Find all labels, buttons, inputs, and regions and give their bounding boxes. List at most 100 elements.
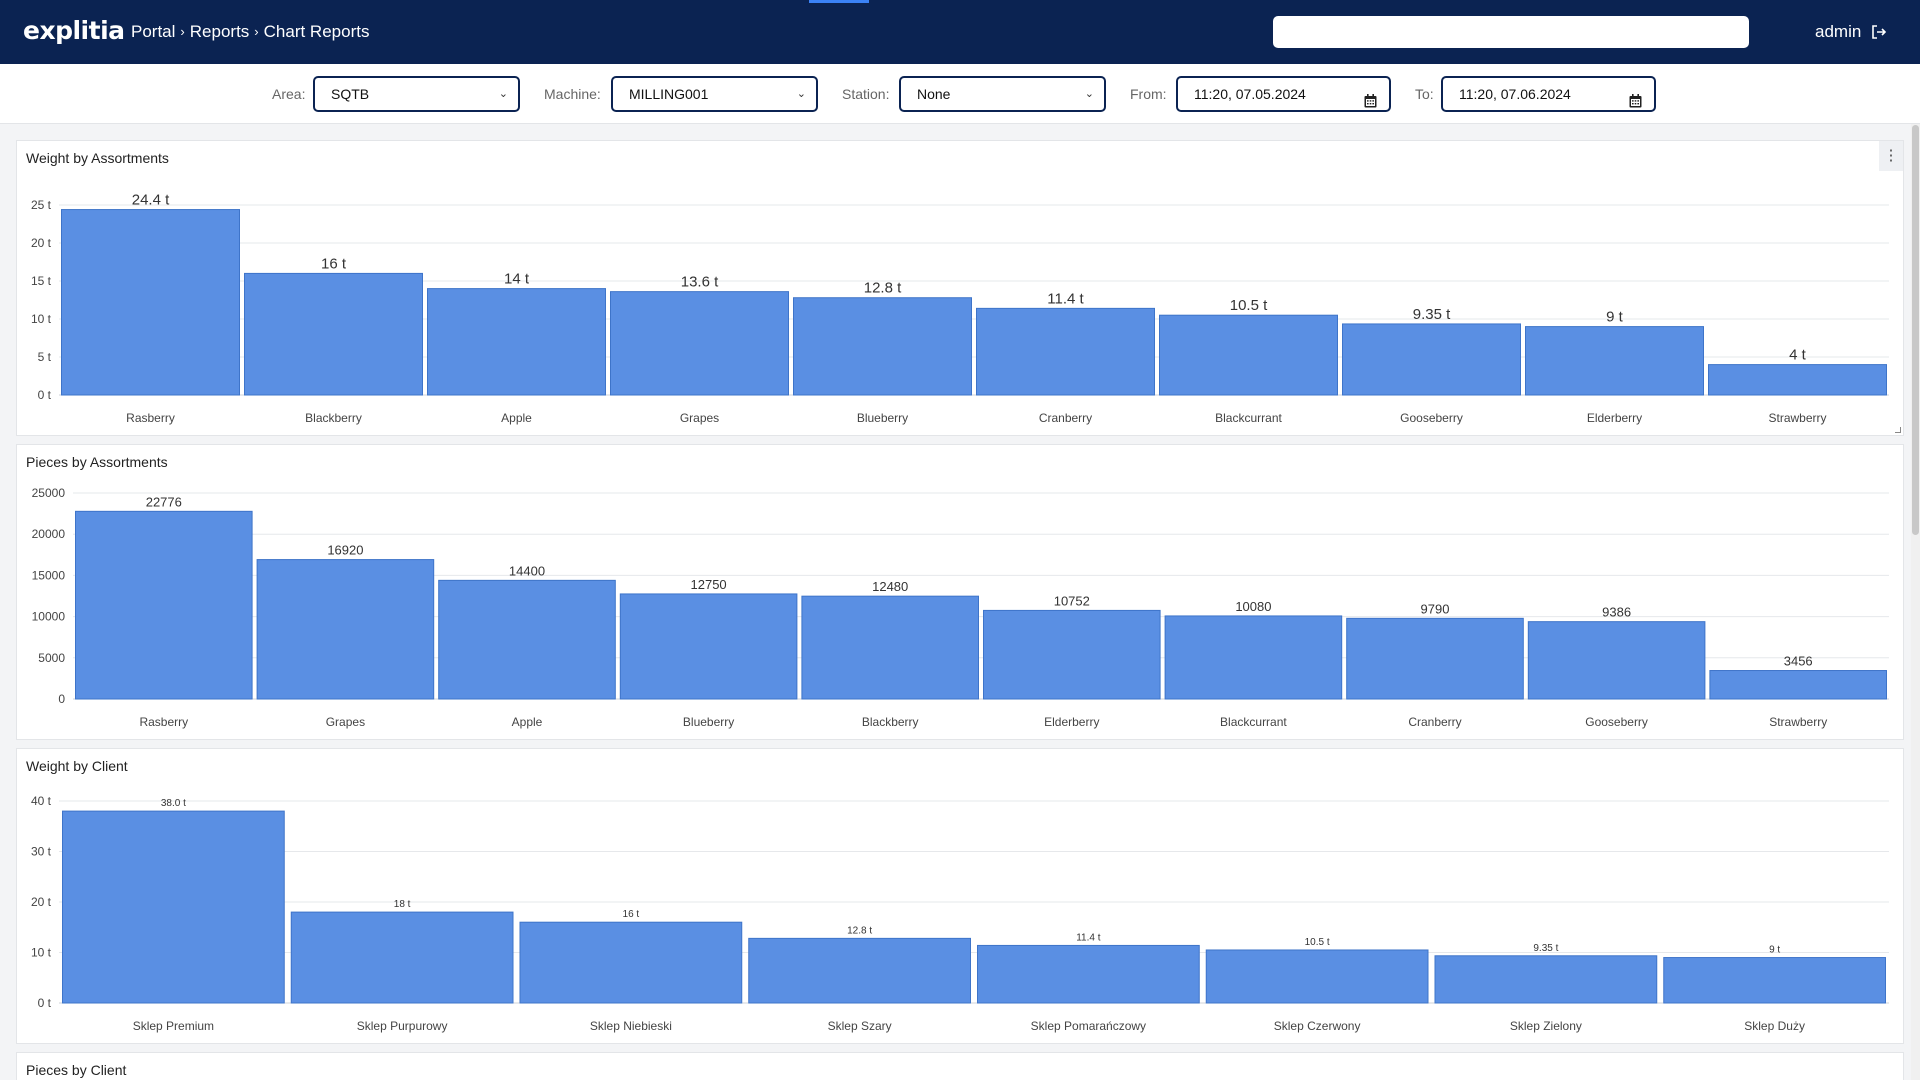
chart-title: Weight by Client: [26, 758, 128, 774]
data-label: 12480: [872, 579, 908, 594]
station-select-value: None: [917, 86, 951, 102]
data-label: 16920: [327, 543, 363, 558]
bar[interactable]: [1525, 326, 1704, 396]
to-datetime-input[interactable]: 11:20, 07.06.2024: [1441, 76, 1656, 112]
from-datetime-input[interactable]: 11:20, 07.05.2024: [1176, 76, 1391, 112]
bar[interactable]: [244, 272, 423, 396]
bar[interactable]: [1205, 949, 1429, 1004]
y-tick-label: 10000: [32, 610, 66, 624]
chart-title: Weight by Assortments: [26, 150, 169, 166]
bar[interactable]: [1708, 364, 1887, 396]
y-tick-label: 5000: [38, 651, 65, 665]
bar[interactable]: [427, 288, 606, 396]
data-label: 16 t: [623, 909, 640, 920]
data-label: 14 t: [504, 271, 530, 288]
bar[interactable]: [61, 209, 240, 396]
active-tab-indicator: [809, 0, 869, 3]
y-tick-label: 40 t: [31, 794, 52, 808]
chart-card-weight-by-assortments: Weight by Assortments 0 t 5 t 10 t 15 t 20 t…: [16, 140, 1904, 436]
filter-bar: Area: SQTB ⌄ Machine: MILLING001 ⌄ Stati…: [0, 64, 1920, 124]
bar[interactable]: [62, 810, 285, 1004]
bar[interactable]: [1663, 957, 1886, 1004]
data-label: 12.8 t: [864, 280, 902, 297]
x-tick-label: Sklep Premium: [133, 1019, 214, 1033]
x-tick-label: Elderberry: [1044, 715, 1099, 729]
bar[interactable]: [438, 579, 616, 700]
y-tick-label: 30 t: [31, 845, 52, 859]
station-select[interactable]: None ⌄: [899, 76, 1106, 112]
x-tick-label: Blackberry: [862, 715, 919, 729]
data-label: 12.8 t: [847, 925, 872, 936]
calendar-icon[interactable]: [1629, 87, 1642, 119]
to-datetime-value: 11:20, 07.06.2024: [1459, 86, 1571, 102]
x-tick-label: Blackcurrant: [1220, 715, 1287, 729]
y-tick-label: 10 t: [31, 312, 52, 326]
page-scrollbar[interactable]: [1911, 124, 1920, 1080]
bar[interactable]: [1159, 314, 1338, 396]
chevron-down-icon: ⌄: [1084, 88, 1094, 100]
bar[interactable]: [793, 297, 972, 396]
data-label: 12750: [691, 577, 727, 592]
breadcrumb-portal[interactable]: Portal: [131, 22, 176, 41]
data-label: 3456: [1784, 654, 1813, 669]
bar[interactable]: [1709, 670, 1888, 700]
breadcrumb-chart-reports[interactable]: Chart Reports: [263, 22, 370, 41]
y-tick-label: 25 t: [31, 198, 52, 212]
chevron-down-icon: ⌄: [796, 88, 806, 100]
x-tick-label: Cranberry: [1039, 411, 1092, 425]
bar[interactable]: [748, 937, 971, 1004]
machine-select-value: MILLING001: [629, 86, 709, 102]
logout-icon[interactable]: [1871, 24, 1887, 40]
y-tick-label: 25000: [32, 486, 66, 500]
x-tick-label: Strawberry: [1769, 715, 1827, 729]
username-label[interactable]: admin: [1815, 22, 1862, 41]
bar[interactable]: [519, 921, 743, 1004]
data-label: 9 t: [1606, 309, 1624, 326]
scrollbar-thumb[interactable]: [1912, 125, 1919, 535]
data-label: 10.5 t: [1230, 297, 1268, 314]
x-tick-label: Gooseberry: [1400, 411, 1463, 425]
calendar-icon[interactable]: [1364, 87, 1377, 119]
bar[interactable]: [256, 559, 435, 700]
data-label: 10.5 t: [1305, 937, 1330, 948]
area-select[interactable]: SQTB ⌄: [313, 76, 520, 112]
x-tick-label: Rasberry: [139, 715, 188, 729]
data-label: 13.6 t: [681, 274, 719, 291]
data-label: 10080: [1235, 599, 1271, 614]
x-tick-label: Apple: [501, 411, 532, 425]
data-label: 11.4 t: [1047, 290, 1084, 307]
user-menu[interactable]: admin: [1815, 22, 1887, 42]
to-label: To:: [1415, 86, 1434, 102]
bar[interactable]: [1527, 621, 1706, 700]
bar[interactable]: [1342, 323, 1521, 396]
area-label: Area:: [272, 86, 306, 102]
bar[interactable]: [619, 593, 798, 700]
breadcrumb-reports[interactable]: Reports: [189, 22, 250, 41]
bar[interactable]: [1346, 617, 1524, 700]
y-tick-label: 0: [58, 692, 65, 706]
app-logo[interactable]: explitia: [23, 16, 125, 45]
x-tick-label: Sklep Czerwony: [1274, 1019, 1361, 1033]
x-tick-label: Apple: [512, 715, 543, 729]
search-input[interactable]: [1273, 16, 1749, 48]
bar[interactable]: [801, 595, 980, 700]
resize-handle-icon[interactable]: [1895, 427, 1901, 433]
bar[interactable]: [1164, 615, 1343, 700]
x-tick-label: Gooseberry: [1585, 715, 1648, 729]
bar[interactable]: [75, 510, 253, 700]
x-tick-label: Blackberry: [305, 411, 362, 425]
machine-select[interactable]: MILLING001 ⌄: [611, 76, 818, 112]
bar-chart: 0 t 5 t 10 t 15 t 20 t 25 t 24.4 t Rasberry 16 t…: [31, 192, 1889, 425]
more-options-icon[interactable]: ⋮: [1879, 141, 1903, 171]
data-label: 4 t: [1789, 347, 1807, 364]
bar[interactable]: [1434, 955, 1658, 1004]
chart-card-weight-by-client: Weight by Client 0 t 10 t 20 t 30 t 40 t 38.0…: [16, 748, 1904, 1044]
bar[interactable]: [290, 911, 514, 1004]
from-datetime-value: 11:20, 07.05.2024: [1194, 86, 1306, 102]
x-tick-label: Sklep Szary: [828, 1019, 892, 1033]
x-tick-label: Sklep Pomarańczowy: [1031, 1019, 1146, 1033]
bar[interactable]: [977, 944, 1200, 1004]
bar[interactable]: [983, 609, 1161, 700]
bar[interactable]: [610, 291, 789, 396]
bar[interactable]: [976, 307, 1155, 396]
